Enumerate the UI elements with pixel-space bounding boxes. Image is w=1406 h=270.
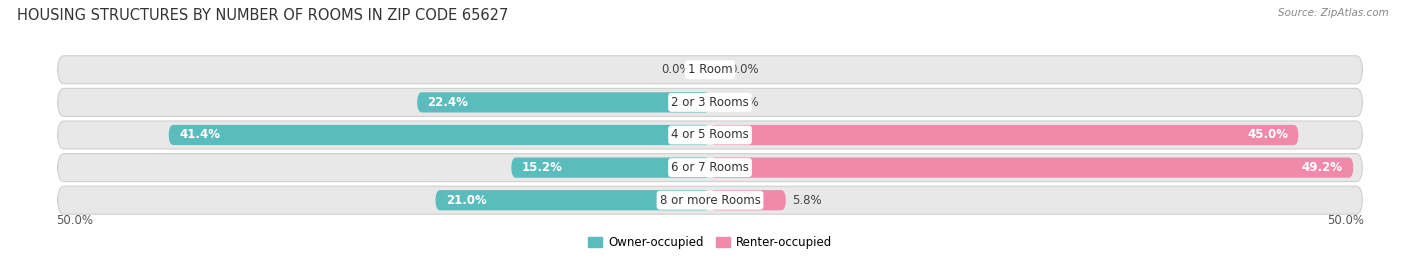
Text: 8 or more Rooms: 8 or more Rooms bbox=[659, 194, 761, 207]
Legend: Owner-occupied, Renter-occupied: Owner-occupied, Renter-occupied bbox=[583, 231, 837, 254]
FancyBboxPatch shape bbox=[418, 92, 710, 113]
FancyBboxPatch shape bbox=[710, 190, 786, 210]
Text: 0.0%: 0.0% bbox=[661, 63, 690, 76]
FancyBboxPatch shape bbox=[710, 125, 1298, 145]
FancyBboxPatch shape bbox=[169, 125, 710, 145]
Text: Source: ZipAtlas.com: Source: ZipAtlas.com bbox=[1278, 8, 1389, 18]
Text: 1 Room: 1 Room bbox=[688, 63, 733, 76]
Text: 0.0%: 0.0% bbox=[730, 96, 759, 109]
Text: 4 or 5 Rooms: 4 or 5 Rooms bbox=[671, 129, 749, 141]
Text: 21.0%: 21.0% bbox=[446, 194, 486, 207]
Text: 2 or 3 Rooms: 2 or 3 Rooms bbox=[671, 96, 749, 109]
FancyBboxPatch shape bbox=[512, 157, 710, 178]
FancyBboxPatch shape bbox=[58, 186, 1362, 214]
Text: 6 or 7 Rooms: 6 or 7 Rooms bbox=[671, 161, 749, 174]
Text: 22.4%: 22.4% bbox=[427, 96, 468, 109]
Text: 0.0%: 0.0% bbox=[730, 63, 759, 76]
FancyBboxPatch shape bbox=[710, 157, 1354, 178]
Text: 15.2%: 15.2% bbox=[522, 161, 562, 174]
FancyBboxPatch shape bbox=[58, 56, 1362, 84]
Text: 49.2%: 49.2% bbox=[1302, 161, 1343, 174]
Text: HOUSING STRUCTURES BY NUMBER OF ROOMS IN ZIP CODE 65627: HOUSING STRUCTURES BY NUMBER OF ROOMS IN… bbox=[17, 8, 508, 23]
Text: 41.4%: 41.4% bbox=[179, 129, 221, 141]
Text: 50.0%: 50.0% bbox=[1327, 214, 1364, 227]
FancyBboxPatch shape bbox=[58, 88, 1362, 116]
FancyBboxPatch shape bbox=[58, 154, 1362, 182]
Text: 50.0%: 50.0% bbox=[56, 214, 93, 227]
FancyBboxPatch shape bbox=[58, 121, 1362, 149]
Text: 45.0%: 45.0% bbox=[1247, 129, 1288, 141]
Text: 5.8%: 5.8% bbox=[793, 194, 823, 207]
FancyBboxPatch shape bbox=[436, 190, 710, 210]
